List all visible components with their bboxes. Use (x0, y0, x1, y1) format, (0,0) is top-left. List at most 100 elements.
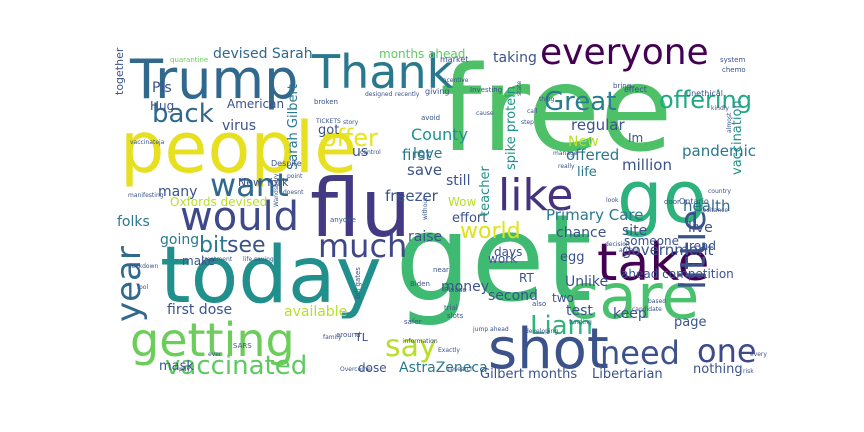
cloud-word-overcome: Overcome (340, 366, 371, 373)
cloud-word-freezer: freezer (385, 187, 439, 205)
cloud-word-virus: virus (222, 118, 256, 134)
cloud-word-care: care (565, 260, 699, 333)
cloud-word-test: test (566, 303, 593, 319)
cloud-word-chance: chance (556, 225, 606, 241)
cloud-word-offered: offered (566, 146, 619, 164)
cloud-word-jump-ahead: jump ahead (472, 326, 509, 333)
cloud-word-many: many (158, 184, 197, 200)
cloud-word-research: research (448, 366, 474, 373)
cloud-word-love: love (413, 146, 442, 162)
cloud-word-country: country (708, 188, 731, 195)
cloud-word-offer: offer (322, 124, 378, 152)
cloud-word-need: need (600, 334, 680, 372)
cloud-word-life-saving: life saving (243, 256, 274, 263)
cloud-word-liam: Liam (530, 311, 593, 341)
cloud-word-gilbert-months: Gilbert months (480, 367, 577, 382)
cloud-word-risk: risk (743, 368, 754, 375)
cloud-word-biden: Biden (410, 280, 430, 288)
cloud-word-designed: designed (365, 91, 393, 98)
cloud-word-bring: bring (613, 82, 631, 90)
cloud-word-year: year (109, 246, 149, 322)
cloud-word-tickets: TICKETS (315, 118, 341, 125)
cloud-word-primary-care: Primary Care (546, 206, 643, 224)
cloud-word-life: life (577, 165, 597, 180)
cloud-word-avoid: avoid (421, 114, 440, 122)
cloud-word-read: read (689, 239, 716, 253)
cloud-word-quarantine: quarantine (170, 56, 208, 64)
cloud-word-live: live (688, 220, 713, 236)
cloud-word-trump: Trump (129, 48, 298, 111)
cloud-word-like: like (498, 170, 573, 221)
cloud-word-thank: Thank (311, 45, 454, 99)
cloud-word-offering: offering (659, 86, 752, 114)
cloud-word-also: also (532, 300, 546, 308)
cloud-word-cause: cause (476, 110, 494, 117)
cloud-word-please: Please (444, 286, 467, 294)
cloud-word-effort: effort (452, 211, 487, 226)
cloud-word-family: family (323, 334, 342, 341)
cloud-word-based: based (648, 298, 666, 305)
cloud-word-health: health (683, 197, 730, 215)
cloud-word-days: days (494, 245, 522, 259)
cloud-word-slots: slots (447, 312, 464, 320)
cloud-word-dose: dose (358, 361, 387, 375)
cloud-word-sars: SARS (233, 342, 252, 350)
cloud-word-step: step (521, 119, 534, 126)
cloud-word-sarah-gilbert: Sarah Gilbert (286, 84, 301, 170)
cloud-word-go: go (617, 155, 707, 239)
cloud-word-accept: accept (619, 247, 640, 254)
cloud-word-bill-gates: bill gates (354, 267, 362, 299)
cloud-word-spike-protein: spike protein (504, 86, 519, 170)
cloud-word-american: American (227, 97, 284, 111)
cloud-word-vaccination: vaccination (730, 100, 745, 175)
cloud-word-chemo: chemo (722, 66, 746, 74)
cloud-word-save: save (407, 161, 442, 179)
cloud-word-effect: effect (624, 85, 647, 94)
cloud-word-wandsbory: Wandsbory (273, 173, 280, 207)
cloud-word-take: take (597, 233, 710, 293)
cloud-word-every: every (750, 351, 767, 358)
cloud-word-thing: thing (539, 96, 555, 103)
cloud-word-world: world (460, 219, 521, 244)
cloud-word-lockdown: lockdown (130, 263, 158, 270)
cloud-word-free: free (440, 40, 673, 178)
cloud-word-funding: funding (569, 319, 592, 326)
cloud-word-system: system (720, 56, 745, 64)
cloud-word-hesitance: hesitance (699, 207, 728, 214)
cloud-word-incentive: incentive (441, 77, 469, 84)
cloud-word-market: market (440, 55, 468, 64)
cloud-word-vaccinated: vaccinated (165, 351, 307, 381)
cloud-word-back: back (152, 99, 214, 129)
cloud-word-almost: almost (726, 112, 733, 133)
cloud-word-regular: regular (571, 116, 625, 134)
cloud-word-unethical: unethical (686, 89, 723, 98)
cloud-word-million: million (622, 156, 672, 174)
cloud-word-decision: decision (605, 241, 630, 248)
cloud-word-point: point (287, 173, 303, 180)
cloud-word-keep: keep (613, 306, 647, 322)
cloud-word-developing: developing (525, 328, 558, 335)
cloud-word-control: control (360, 149, 381, 156)
cloud-word-us: us (352, 144, 368, 160)
cloud-word-tl: TL (354, 331, 369, 344)
cloud-word-site: site (622, 223, 647, 239)
cloud-word-oxfords-devised: Oxfords devised (170, 195, 267, 209)
cloud-word-nothing: nothing (693, 362, 743, 377)
cloud-word-someone: someone (624, 234, 679, 248)
cloud-word-door: door (664, 198, 680, 206)
cloud-word-manifesting: manifesting (128, 192, 164, 199)
cloud-word-wow: Wow (448, 195, 477, 209)
cloud-word-months-ahead: months ahead (379, 47, 465, 61)
cloud-word-one: one (697, 332, 757, 370)
cloud-word-pls: Pls (152, 80, 172, 96)
cloud-word-egg: egg (560, 250, 585, 265)
cloud-word-anyone: anyone (330, 216, 356, 224)
cloud-word-story: story (343, 119, 359, 126)
cloud-word-without: without (422, 197, 429, 220)
cloud-word-county: County (411, 125, 468, 144)
cloud-word-little: little (673, 210, 714, 290)
cloud-word-state: state (516, 80, 523, 96)
cloud-word-second: second (488, 288, 538, 304)
cloud-word-kindly: kindly (711, 105, 729, 112)
